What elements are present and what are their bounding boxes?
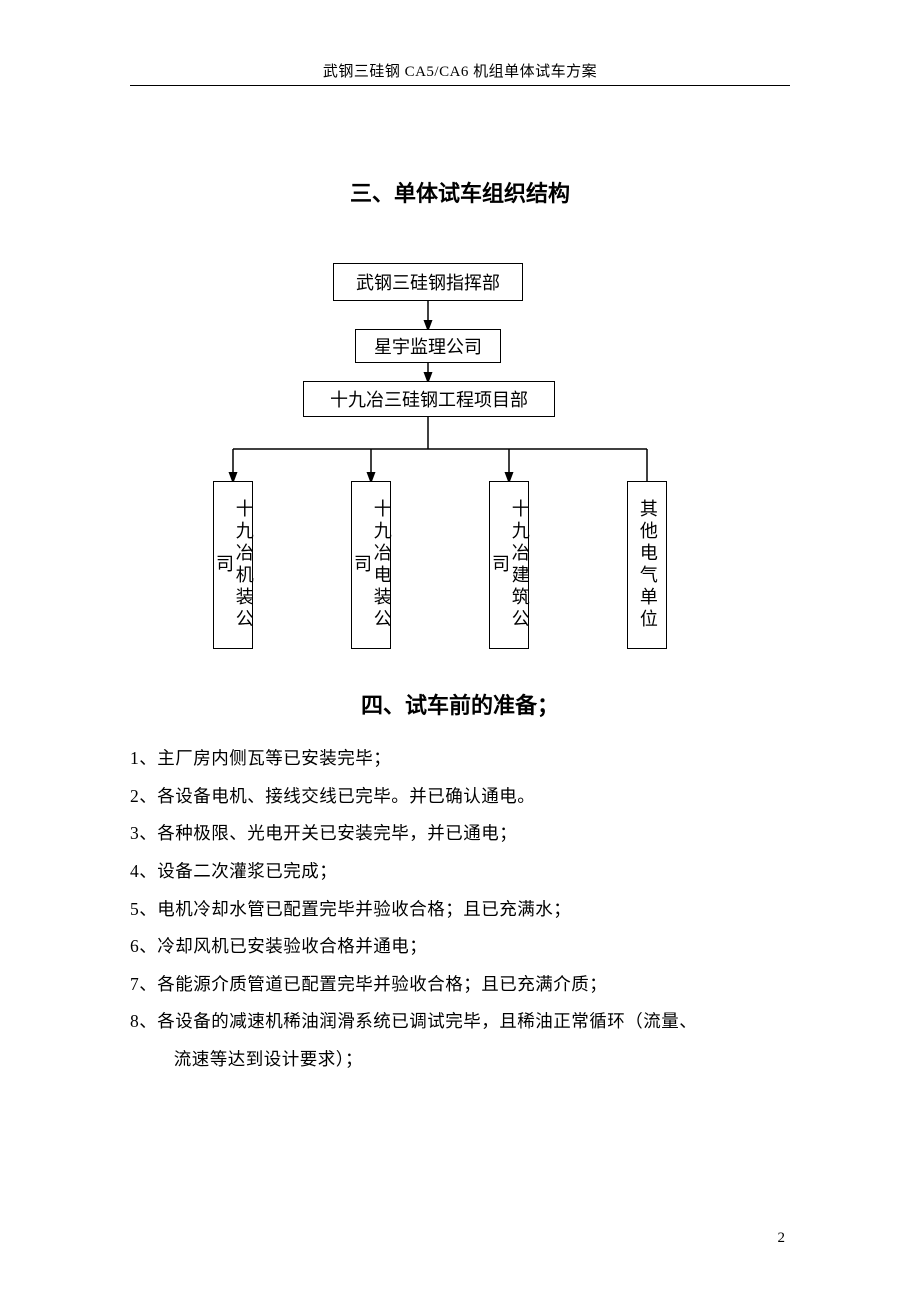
list-item: 6、冷却风机已安装验收合格并通电； xyxy=(130,928,790,966)
list-item: 2、各设备电机、接线交线已完毕。并已确认通电。 xyxy=(130,778,790,816)
flowchart-node-b3: 十九冶建筑公司 xyxy=(489,481,529,649)
page-header: 武钢三硅钢 CA5/CA6 机组单体试车方案 xyxy=(130,60,790,86)
flowchart-node-n2: 星宇监理公司 xyxy=(355,329,501,363)
list-item-continuation: 流速等达到设计要求）； xyxy=(130,1041,790,1079)
list-item: 4、设备二次灌浆已完成； xyxy=(130,853,790,891)
flowchart-node-b1: 十九冶机装公司 xyxy=(213,481,253,649)
flowchart-node-n1: 武钢三硅钢指挥部 xyxy=(333,263,523,301)
list-item: 流速等达到设计要求）； xyxy=(130,1041,790,1079)
document-page: 武钢三硅钢 CA5/CA6 机组单体试车方案 三、单体试车组织结构 武钢三硅钢指… xyxy=(0,0,920,1302)
flowchart-node-n3: 十九冶三硅钢工程项目部 xyxy=(303,381,555,417)
page-number: 2 xyxy=(778,1230,786,1247)
org-flowchart: 武钢三硅钢指挥部星宇监理公司十九冶三硅钢工程项目部十九冶机装公司 十九冶电装公司 十… xyxy=(185,263,705,653)
section-4-title: 四、试车前的准备； xyxy=(130,688,790,720)
list-item: 7、各能源介质管道已配置完毕并验收合格；且已充满介质； xyxy=(130,966,790,1004)
list-item: 8、各设备的减速机稀油润滑系统已调试完毕，且稀油正常循环（流量、 xyxy=(130,1003,790,1041)
flowchart-node-b2: 十九冶电装公司 xyxy=(351,481,391,649)
section-3-title: 三、单体试车组织结构 xyxy=(130,176,790,208)
list-item: 3、各种极限、光电开关已安装完毕，并已通电； xyxy=(130,815,790,853)
preparation-list: 1、主厂房内侧瓦等已安装完毕；2、各设备电机、接线交线已完毕。并已确认通电。3、… xyxy=(130,740,790,1079)
list-item: 5、电机冷却水管已配置完毕并验收合格；且已充满水； xyxy=(130,891,790,929)
list-item: 1、主厂房内侧瓦等已安装完毕； xyxy=(130,740,790,778)
flowchart-node-b4: 其他电气单位 xyxy=(627,481,667,649)
